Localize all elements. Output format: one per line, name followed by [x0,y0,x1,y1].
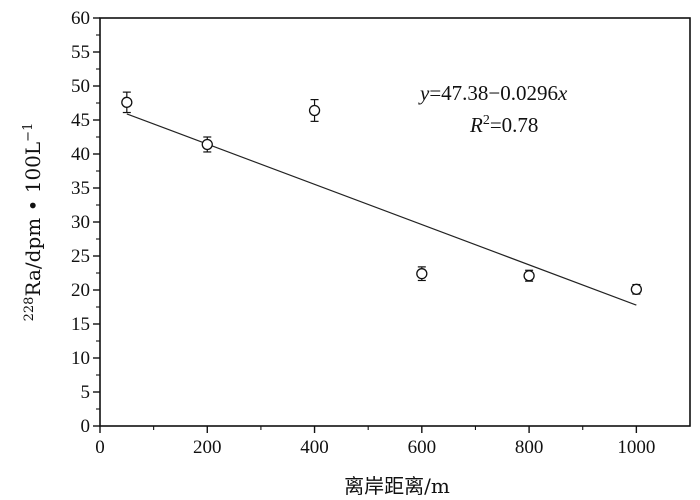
equation-y: y [418,81,430,105]
r2-symbol: R [469,113,483,137]
y-tick-label: 45 [71,110,90,131]
data-point [201,138,213,151]
data-point [630,283,643,295]
x-tick-label: 1000 [617,437,655,458]
y-tick-label: 55 [71,42,90,63]
data-point [308,104,321,117]
x-tick-label: 400 [300,437,329,458]
y-tick-label: 5 [81,382,91,403]
y-axis-title: 228Ra/dpm • 100L−1 [21,123,45,322]
y-tick-label: 60 [71,8,90,29]
data-point [416,268,428,280]
y-tick-label: 25 [71,246,90,267]
x-tick-label: 0 [95,437,105,458]
y-tick-label: 50 [71,76,90,97]
y-tick-label: 15 [71,314,90,335]
y-tick-label: 40 [71,144,90,165]
x-axis-title: 离岸距离/m [344,474,450,498]
y-axis-superscript: 228 [22,297,37,322]
data-points [121,91,643,295]
fit-equation: y=47.38−0.0296x [418,81,568,105]
data-point [121,96,133,108]
y-tick-label: 10 [71,348,90,369]
x-axis-ticks: 0 200 400 600 800 1000 [95,426,655,458]
y-tick-label: 0 [81,416,91,437]
x-tick-label: 800 [515,437,544,458]
x-tick-label: 600 [408,437,437,458]
y-axis-ticks: 0 5 10 15 20 25 30 35 40 45 50 55 60 [71,8,100,437]
plot-frame [99,17,691,427]
y-tick-label: 30 [71,212,90,233]
data-point [523,270,535,282]
x-tick-label: 200 [193,437,222,458]
r2-superscript: 2 [483,113,490,128]
y-axis-exponent: −1 [21,123,36,142]
y-axis-title-text: Ra/dpm • 100L [21,142,45,297]
equation-x: x [557,81,568,105]
y-tick-label: 35 [71,178,90,199]
y-tick-label: 20 [71,280,90,301]
r2-value: =0.78 [490,113,539,137]
equation-rest: =47.38−0.0296 [429,81,558,105]
r-squared: R2=0.78 [469,113,538,137]
